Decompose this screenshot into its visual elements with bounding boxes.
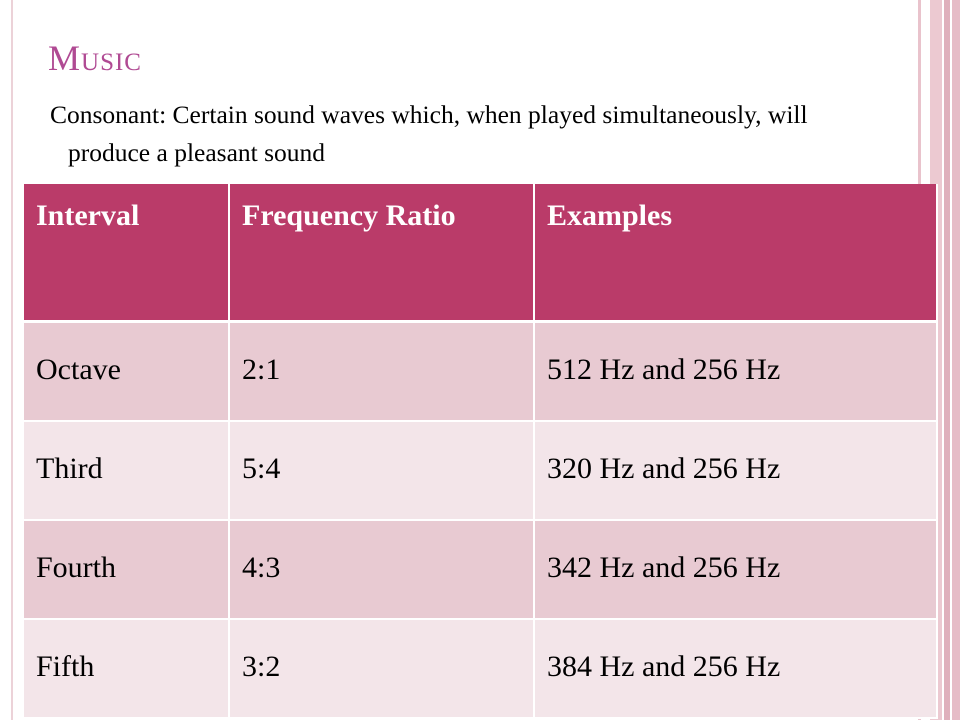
cell-ratio: 4:3 (229, 520, 535, 620)
cell-example: 512 Hz and 256 Hz (534, 321, 938, 422)
header-interval: Interval (24, 184, 230, 323)
header-examples: Examples (534, 184, 938, 323)
cell-ratio: 3:2 (229, 619, 535, 719)
left-border-line (11, 0, 13, 720)
header-frequency-ratio: Frequency Ratio (229, 184, 535, 323)
cell-example: 342 Hz and 256 Hz (534, 520, 938, 620)
cell-example: 320 Hz and 256 Hz (534, 421, 938, 521)
table-row: Fourth 4:3 342 Hz and 256 Hz (24, 520, 938, 620)
cell-interval: Octave (24, 321, 230, 422)
cell-ratio: 2:1 (229, 321, 535, 422)
table-header-row: Interval Frequency Ratio Examples (24, 184, 938, 323)
cell-example: 384 Hz and 256 Hz (534, 619, 938, 719)
cell-interval: Third (24, 421, 230, 521)
slide-body-text: Consonant: Certain sound waves which, wh… (50, 100, 808, 167)
table-row: Third 5:4 320 Hz and 256 Hz (24, 421, 938, 521)
decorative-stripe (952, 0, 960, 720)
cell-ratio: 5:4 (229, 421, 535, 521)
table-row: Octave 2:1 512 Hz and 256 Hz (24, 321, 938, 422)
cell-interval: Fifth (24, 619, 230, 719)
table-row: Fifth 3:2 384 Hz and 256 Hz (24, 619, 938, 719)
cell-interval: Fourth (24, 520, 230, 620)
slide-title: Music (48, 38, 142, 78)
decorative-stripe (944, 0, 950, 720)
intervals-table: Interval Frequency Ratio Examples Octave… (24, 184, 938, 719)
